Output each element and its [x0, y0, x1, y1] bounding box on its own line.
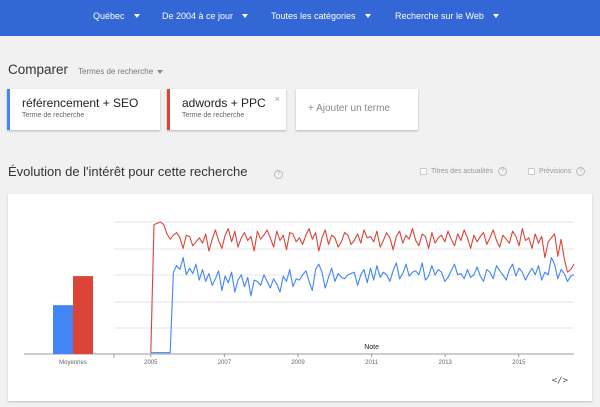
- filter-bar: Québec De 2004 à ce jour Toutes les caté…: [0, 0, 600, 36]
- x-tick-label: 2015: [512, 360, 526, 366]
- embed-code-icon[interactable]: </>: [551, 376, 568, 386]
- help-icon[interactable]: ?: [498, 167, 507, 176]
- search-term-name: adwords + PPC: [182, 96, 266, 110]
- region-filter[interactable]: Québec: [93, 11, 140, 21]
- search-term-type: Terme de recherche: [22, 112, 85, 119]
- section-title: Évolution de l'intérêt pour cette recher…: [8, 164, 248, 179]
- checkbox[interactable]: [420, 168, 427, 175]
- average-label: Moyennes: [59, 360, 87, 366]
- close-icon[interactable]: ×: [274, 94, 280, 104]
- forecast-toggle-label: Prévisions: [539, 168, 572, 175]
- category-filter[interactable]: Toutes les catégories: [271, 11, 371, 21]
- x-tick-label: 2005: [144, 360, 158, 366]
- news-toggle[interactable]: Titres des actualités?: [420, 167, 507, 176]
- search-term-card[interactable]: adwords + PPC Terme de recherche ×: [167, 89, 286, 130]
- category-filter-label: Toutes les catégories: [271, 11, 356, 21]
- compare-mode-dropdown[interactable]: Termes de recherche: [78, 67, 164, 76]
- chevron-down-icon: [242, 14, 249, 18]
- news-toggle-label: Titres des actualités: [431, 168, 493, 175]
- help-icon[interactable]: ?: [274, 170, 283, 179]
- series-line: [150, 221, 575, 353]
- interest-over-time-chart: Moyennes 2005 2007 2009 2011 2013 2015 Note: [24, 221, 575, 366]
- checkbox[interactable]: [528, 168, 535, 175]
- chevron-down-icon: [157, 69, 164, 74]
- forecast-toggle[interactable]: Prévisions?: [528, 167, 586, 176]
- interest-chart-card: Moyennes 2005 2007 2009 2011 2013 2015 Note </>: [8, 194, 592, 401]
- chevron-down-icon: [133, 14, 140, 18]
- compare-mode-label: Termes de recherche: [78, 67, 154, 76]
- search-type-filter[interactable]: Recherche sur le Web: [395, 11, 499, 21]
- help-icon[interactable]: ?: [576, 167, 586, 176]
- x-tick-label: 2011: [365, 360, 379, 366]
- x-tick-label: 2009: [291, 360, 305, 366]
- add-term-card[interactable]: + Ajouter un terme: [296, 89, 418, 130]
- x-tick-label: 2013: [439, 360, 453, 366]
- search-term-type: Terme de recherche: [182, 112, 245, 119]
- search-term-card[interactable]: référencement + SEO Terme de recherche: [7, 89, 160, 130]
- x-tick-label: 2007: [218, 360, 232, 366]
- series-line: [150, 257, 575, 354]
- search-type-filter-label: Recherche sur le Web: [395, 11, 484, 21]
- time-range-filter[interactable]: De 2004 à ce jour: [162, 11, 249, 21]
- compare-header: Comparer Termes de recherche: [8, 62, 164, 77]
- compare-title: Comparer: [8, 62, 69, 77]
- time-range-filter-label: De 2004 à ce jour: [162, 11, 234, 21]
- chevron-down-icon: [364, 14, 371, 18]
- add-term-button[interactable]: + Ajouter un terme: [308, 103, 390, 114]
- annotation-label: Note: [364, 344, 379, 351]
- average-bar: [73, 276, 93, 354]
- average-bar: [53, 305, 73, 354]
- search-term-name: référencement + SEO: [22, 96, 139, 110]
- region-filter-label: Québec: [93, 11, 125, 21]
- chevron-down-icon: [492, 14, 499, 18]
